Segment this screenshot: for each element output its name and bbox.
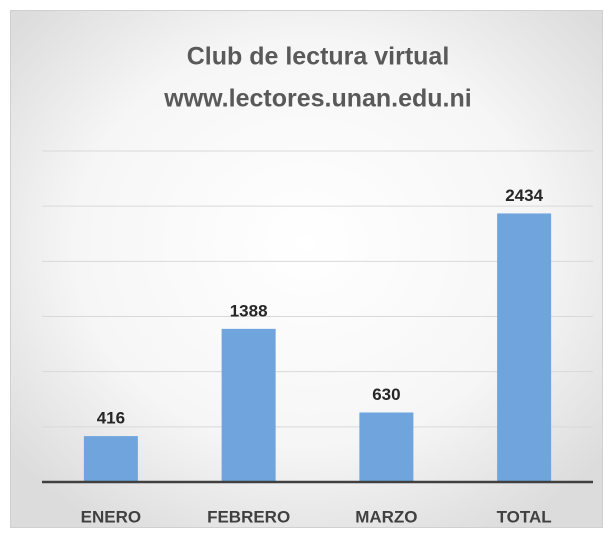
bar <box>221 328 276 482</box>
chart-title: Club de lectura virtual <box>187 43 450 71</box>
value-label: 2434 <box>505 186 543 205</box>
chart-subtitle: www.lectores.unan.edu.ni <box>163 85 471 113</box>
bar <box>83 436 138 482</box>
value-label: 1388 <box>230 301 268 320</box>
x-tick-label: MARZO <box>355 507 417 526</box>
x-tick-label: ENERO <box>81 507 141 526</box>
bar <box>359 412 414 482</box>
value-label: 630 <box>372 385 400 404</box>
value-label: 416 <box>97 409 125 428</box>
x-tick-label: FEBRERO <box>207 507 290 526</box>
bar <box>497 213 552 482</box>
x-tick-label: TOTAL <box>497 507 552 526</box>
